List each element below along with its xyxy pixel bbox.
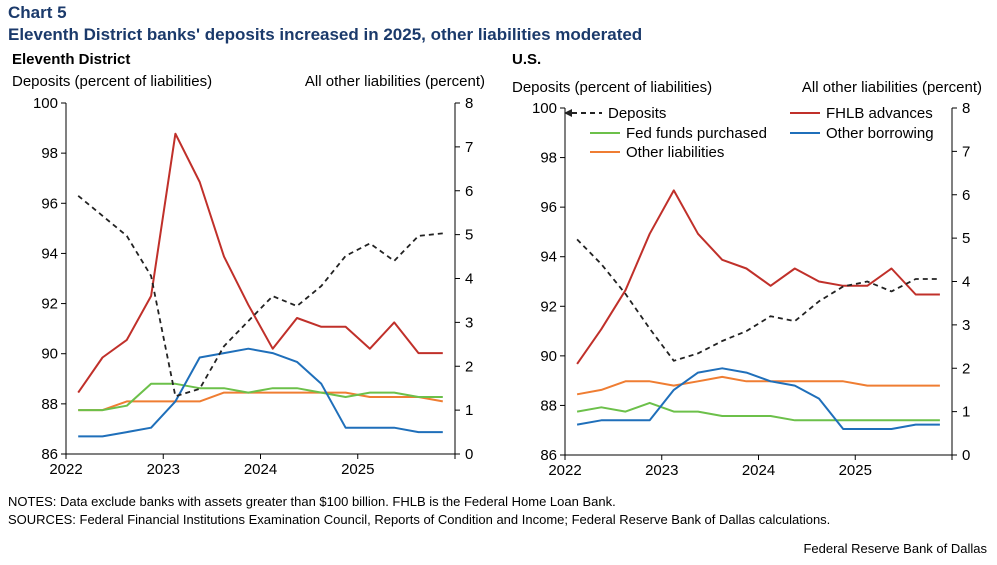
notes-block: NOTES: Data exclude banks with assets gr… bbox=[8, 493, 830, 529]
series-line-other-borrowing bbox=[78, 347, 443, 438]
x-tick-label: 2022 bbox=[548, 462, 581, 479]
legend-label-fhlb: FHLB advances bbox=[826, 105, 933, 122]
x-tick-label: 2023 bbox=[645, 462, 678, 479]
y-right-tick-label: 2 bbox=[465, 358, 473, 375]
y-right-tick-label: 0 bbox=[465, 446, 473, 463]
y-right-tick-label: 8 bbox=[962, 100, 970, 117]
chart-title: Eleventh District banks' deposits increa… bbox=[8, 25, 643, 44]
y-right-tick-label: 4 bbox=[465, 271, 473, 288]
y-right-tick-label: 1 bbox=[962, 404, 970, 421]
y-right-tick-label: 5 bbox=[465, 227, 473, 244]
y-left-tick-label: 90 bbox=[540, 348, 557, 365]
series-line-other-liabilities bbox=[78, 391, 443, 412]
credit-text: Federal Reserve Bank of Dallas bbox=[803, 541, 987, 556]
y-left-tick-label: 96 bbox=[41, 195, 58, 212]
series-line-fed-funds bbox=[576, 401, 940, 422]
x-tick-label: 2023 bbox=[147, 461, 180, 478]
y-right-axis-label: All other liabilities (percent) bbox=[305, 73, 485, 90]
legend-label-fed-funds: Fed funds purchased bbox=[626, 125, 767, 142]
y-right-tick-label: 3 bbox=[465, 314, 473, 331]
y-left-axis-label: Deposits (percent of liabilities) bbox=[512, 79, 712, 96]
y-right-axis-label: All other liabilities (percent) bbox=[802, 79, 982, 96]
panel-title: U.S. bbox=[512, 51, 541, 68]
y-right-tick-label: 4 bbox=[962, 274, 970, 291]
x-tick-label: 2025 bbox=[839, 462, 872, 479]
y-left-tick-label: 100 bbox=[532, 100, 557, 117]
y-left-tick-label: 96 bbox=[540, 199, 557, 216]
y-left-tick-label: 98 bbox=[540, 150, 557, 167]
x-tick-label: 2024 bbox=[244, 461, 277, 478]
series-line-deposits bbox=[77, 195, 443, 398]
sources-text: SOURCES: Federal Financial Institutions … bbox=[8, 512, 831, 527]
chart-number: Chart 5 bbox=[8, 3, 67, 22]
y-left-tick-label: 100 bbox=[33, 95, 58, 112]
y-left-axis-label: Deposits (percent of liabilities) bbox=[12, 73, 212, 90]
x-tick-label: 2024 bbox=[742, 462, 775, 479]
y-left-tick-label: 86 bbox=[41, 446, 58, 463]
panel-title: Eleventh District bbox=[12, 51, 130, 68]
series-line-other-borrowing bbox=[576, 367, 940, 430]
y-right-tick-label: 2 bbox=[962, 360, 970, 377]
legend-label-deposits: Deposits bbox=[608, 105, 666, 122]
x-tick-label: 2025 bbox=[341, 461, 374, 478]
legend-label-other-borrowing: Other borrowing bbox=[826, 125, 934, 142]
y-left-tick-label: 88 bbox=[540, 397, 557, 414]
y-left-tick-label: 92 bbox=[540, 298, 557, 315]
y-left-tick-label: 94 bbox=[540, 249, 557, 266]
notes-text: NOTES: Data exclude banks with assets gr… bbox=[8, 494, 616, 509]
y-right-tick-label: 8 bbox=[465, 95, 473, 112]
y-left-tick-label: 98 bbox=[41, 145, 58, 162]
y-right-tick-label: 5 bbox=[962, 230, 970, 247]
y-right-tick-label: 6 bbox=[962, 187, 970, 204]
chart-canvas: Eleventh District Deposits (percent of li… bbox=[12, 51, 982, 479]
y-right-tick-label: 7 bbox=[962, 143, 970, 160]
y-right-tick-label: 6 bbox=[465, 183, 473, 200]
y-right-tick-label: 7 bbox=[465, 139, 473, 156]
y-right-tick-label: 1 bbox=[465, 402, 473, 419]
y-left-tick-label: 90 bbox=[41, 346, 58, 363]
x-tick-label: 2022 bbox=[49, 461, 82, 478]
series-line-fhlb bbox=[576, 189, 940, 365]
y-left-tick-label: 86 bbox=[540, 447, 557, 464]
series-line-fhlb bbox=[77, 132, 443, 394]
y-right-tick-label: 3 bbox=[962, 317, 970, 334]
y-left-tick-label: 92 bbox=[41, 296, 58, 313]
y-right-tick-label: 0 bbox=[962, 447, 970, 464]
series-line-deposits bbox=[576, 238, 940, 362]
y-left-tick-label: 94 bbox=[41, 245, 58, 262]
series-line-fed-funds bbox=[78, 382, 443, 412]
y-left-tick-label: 88 bbox=[41, 396, 58, 413]
legend-label-other-liabilities: Other liabilities bbox=[626, 144, 724, 161]
arrow-icon bbox=[564, 109, 572, 117]
series-line-other-liabilities bbox=[576, 375, 940, 396]
